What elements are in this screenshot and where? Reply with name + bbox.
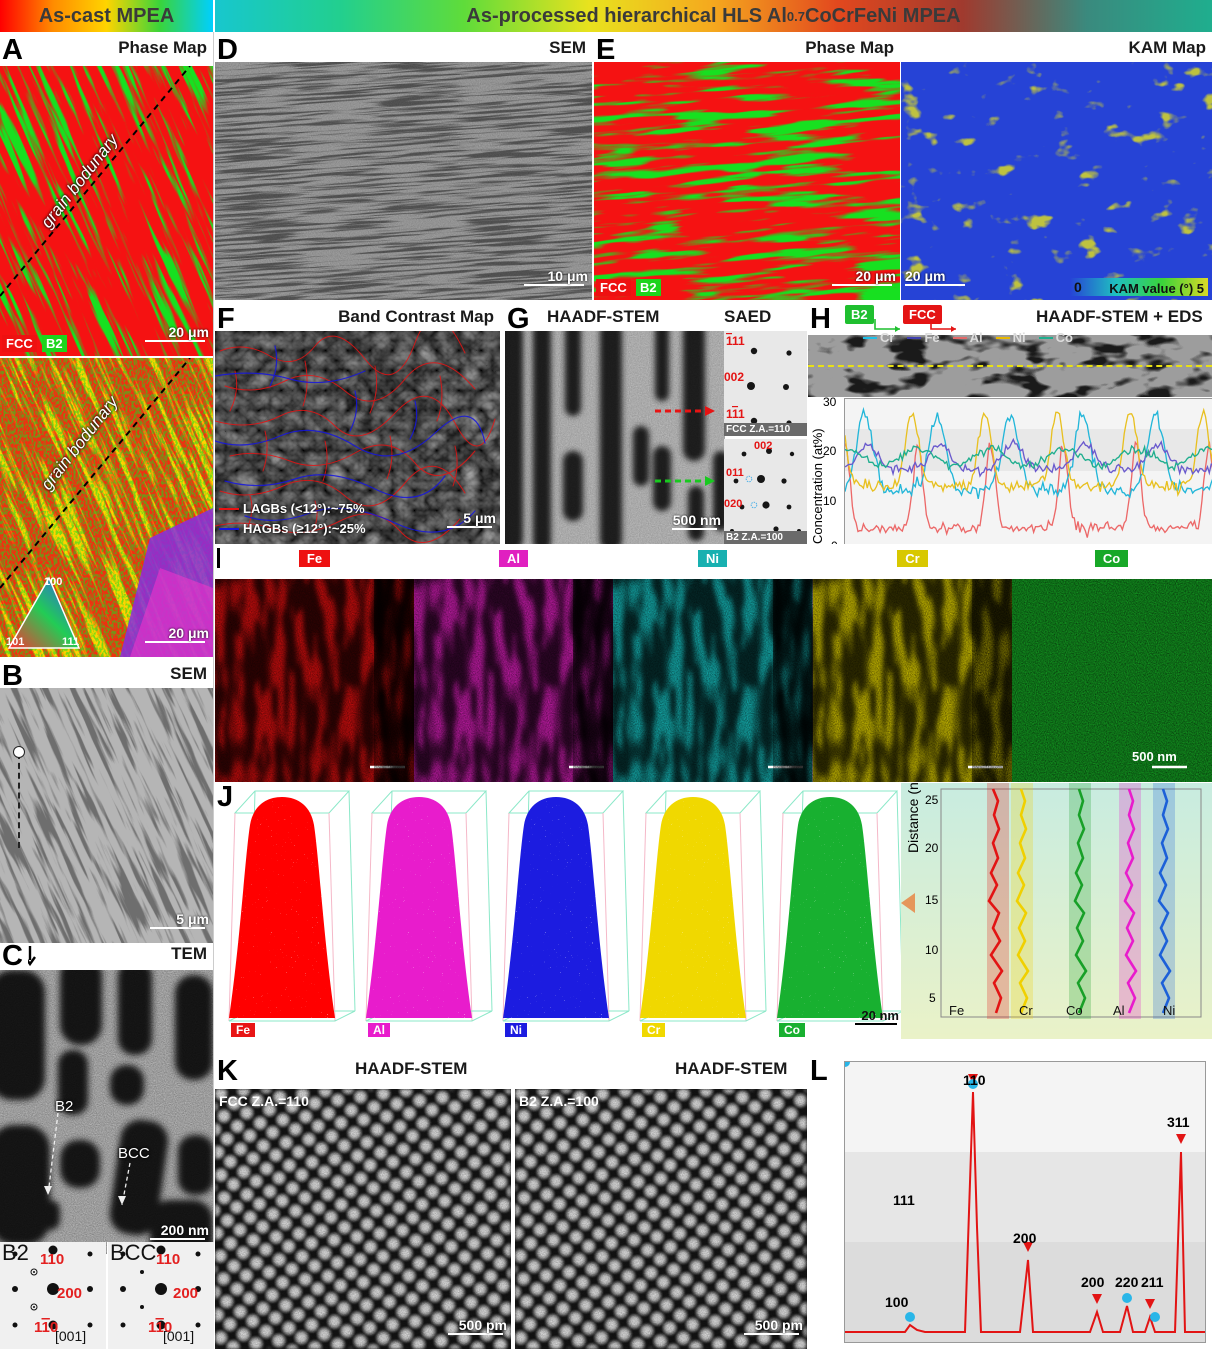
svg-text:011: 011 [726, 467, 744, 479]
svg-text:100: 100 [44, 576, 62, 588]
svg-text:020: 020 [724, 498, 742, 510]
svg-text:Cr: Cr [1019, 1003, 1033, 1018]
svg-text:002: 002 [724, 370, 744, 384]
svg-text:Al: Al [1113, 1003, 1125, 1018]
svg-text:200: 200 [173, 1285, 198, 1302]
svg-text:110: 110 [40, 1251, 64, 1268]
svg-text:Ni: Ni [1163, 1003, 1175, 1018]
svg-text:111: 111 [726, 334, 745, 348]
svg-text:500 nm: 500 nm [1132, 749, 1177, 764]
svg-text:111: 111 [62, 636, 79, 648]
svg-text:Co: Co [1066, 1003, 1083, 1018]
svg-text:101: 101 [6, 636, 24, 648]
svg-text:002: 002 [754, 440, 772, 452]
svg-text:Fe: Fe [949, 1003, 964, 1018]
svg-text:111: 111 [726, 407, 745, 421]
svg-text:110: 110 [156, 1251, 180, 1268]
svg-text:200: 200 [57, 1285, 82, 1302]
